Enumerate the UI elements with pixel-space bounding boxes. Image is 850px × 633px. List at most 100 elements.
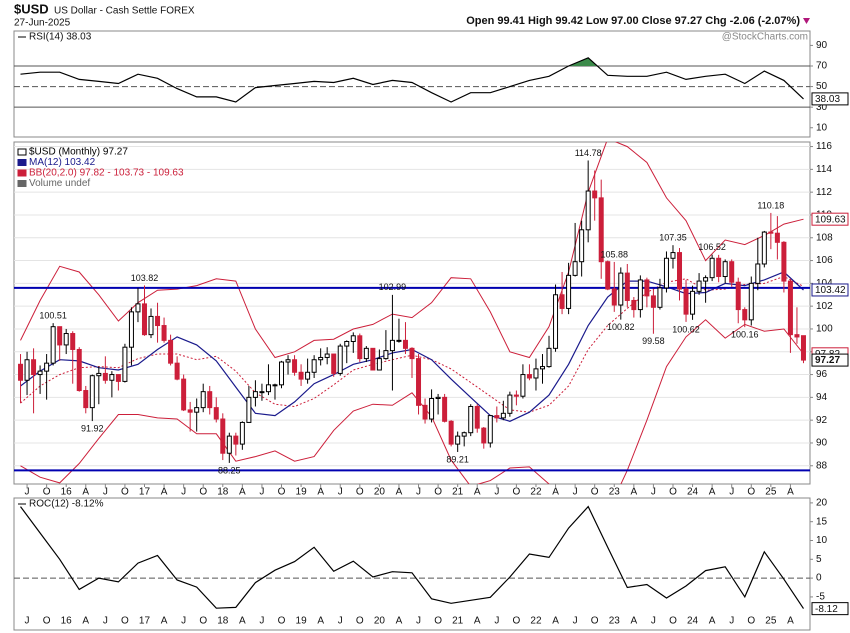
candle-body <box>213 407 219 420</box>
candle-body <box>155 315 161 327</box>
x-tick-label: A <box>161 487 168 498</box>
x-tick-label: J <box>181 487 186 498</box>
candle-body <box>722 261 728 278</box>
candle-body <box>435 396 441 399</box>
candle-body <box>128 311 134 348</box>
candle-body <box>265 384 271 393</box>
change-arrow <box>803 18 810 24</box>
x-tick-label: J <box>494 616 499 627</box>
bollinger-upper <box>20 142 804 359</box>
candle-body <box>748 282 754 321</box>
candle-body <box>233 435 239 445</box>
x-tick-label: O <box>278 616 286 627</box>
candle-body <box>696 280 702 292</box>
candle-body <box>272 384 278 387</box>
candle-body <box>70 333 76 350</box>
x-tick-label: 16 <box>61 616 73 627</box>
panel-frame <box>13 141 811 485</box>
x-tick-label: A <box>396 487 403 498</box>
candle-body <box>292 359 298 373</box>
x-tick-label: O <box>513 487 521 498</box>
x-tick-label: O <box>43 616 51 627</box>
candle-body <box>533 368 539 379</box>
x-tick-label: O <box>434 487 442 498</box>
candle-body <box>585 190 591 231</box>
candle-body <box>63 333 69 346</box>
candle-body <box>526 374 532 379</box>
candle-body <box>507 394 513 414</box>
candle-body <box>76 348 82 392</box>
candle-body <box>663 257 669 289</box>
x-tick-label: 24 <box>687 616 699 627</box>
candle-body <box>520 374 526 397</box>
x-tick-label: O <box>434 616 442 627</box>
candle-body <box>605 261 611 290</box>
x-tick-label: 17 <box>139 487 151 498</box>
y-tick-label: 20 <box>816 498 828 509</box>
legend-swatch <box>17 159 27 166</box>
candle-body <box>187 409 193 413</box>
candle-body <box>709 257 715 279</box>
x-tick-label: A <box>631 616 638 627</box>
x-tick-label: O <box>669 487 677 498</box>
x-tick-label: A <box>709 487 716 498</box>
x-tick-label: A <box>787 616 794 627</box>
x-tick-label: 17 <box>139 616 151 627</box>
candle-body <box>220 418 226 454</box>
candle-body <box>618 272 624 306</box>
candle-body <box>650 295 656 308</box>
x-tick-label: O <box>591 487 599 498</box>
y-tick-label: 112 <box>816 187 832 198</box>
x-tick-label: 24 <box>687 487 699 498</box>
candle-body <box>376 358 382 371</box>
price-annotation: 100.82 <box>607 322 635 332</box>
x-tick-label: J <box>25 616 30 627</box>
y-tick-label: 15 <box>816 516 828 527</box>
candle-body <box>474 405 480 429</box>
legend-label: BB(20,2.0) 97.82 - 103.73 - 109.63 <box>29 168 184 179</box>
watermark: @StockCharts.com <box>722 32 808 43</box>
candle-body <box>18 363 24 381</box>
candle-body <box>305 371 311 380</box>
candle-body <box>337 345 343 374</box>
x-tick-label: A <box>317 487 324 498</box>
value-box <box>811 283 849 297</box>
candle-body <box>109 374 115 381</box>
candle-body <box>670 252 676 259</box>
candle-body <box>396 339 402 342</box>
candle-body <box>141 303 147 336</box>
x-tick-label: J <box>416 616 421 627</box>
candle-body <box>729 261 735 283</box>
candle-body <box>800 335 806 361</box>
x-tick-label: O <box>513 616 521 627</box>
price-annotation: 100.62 <box>672 324 700 334</box>
x-tick-label: A <box>161 616 168 627</box>
y-tick-label: 116 <box>816 141 832 152</box>
candle-body <box>546 347 552 368</box>
candle-body <box>148 315 154 336</box>
x-tick-label: O <box>669 616 677 627</box>
candle-body <box>285 359 291 363</box>
x-tick-label: A <box>474 487 481 498</box>
panel-title: RSI(14) 38.03 <box>29 32 92 43</box>
x-tick-label: 19 <box>296 487 308 498</box>
x-tick-label: O <box>121 616 129 627</box>
price-annotation: 105.88 <box>600 249 628 259</box>
value-box-label: 38.03 <box>815 94 840 105</box>
price-annotation: 89.21 <box>446 454 469 464</box>
x-tick-label: J <box>338 487 343 498</box>
y-tick-label: 70 <box>816 61 828 72</box>
x-tick-label: A <box>552 616 559 627</box>
candle-body <box>735 281 741 311</box>
x-tick-label: J <box>259 487 264 498</box>
price-annotation: 100.51 <box>39 311 67 321</box>
candle-body <box>774 232 780 243</box>
candle-body <box>389 339 395 352</box>
indicator-line <box>20 57 804 103</box>
x-tick-label: 22 <box>530 487 542 498</box>
candle-body <box>566 274 572 309</box>
candle-body <box>279 361 285 386</box>
candle-body <box>787 280 793 336</box>
x-tick-label: J <box>25 487 30 498</box>
